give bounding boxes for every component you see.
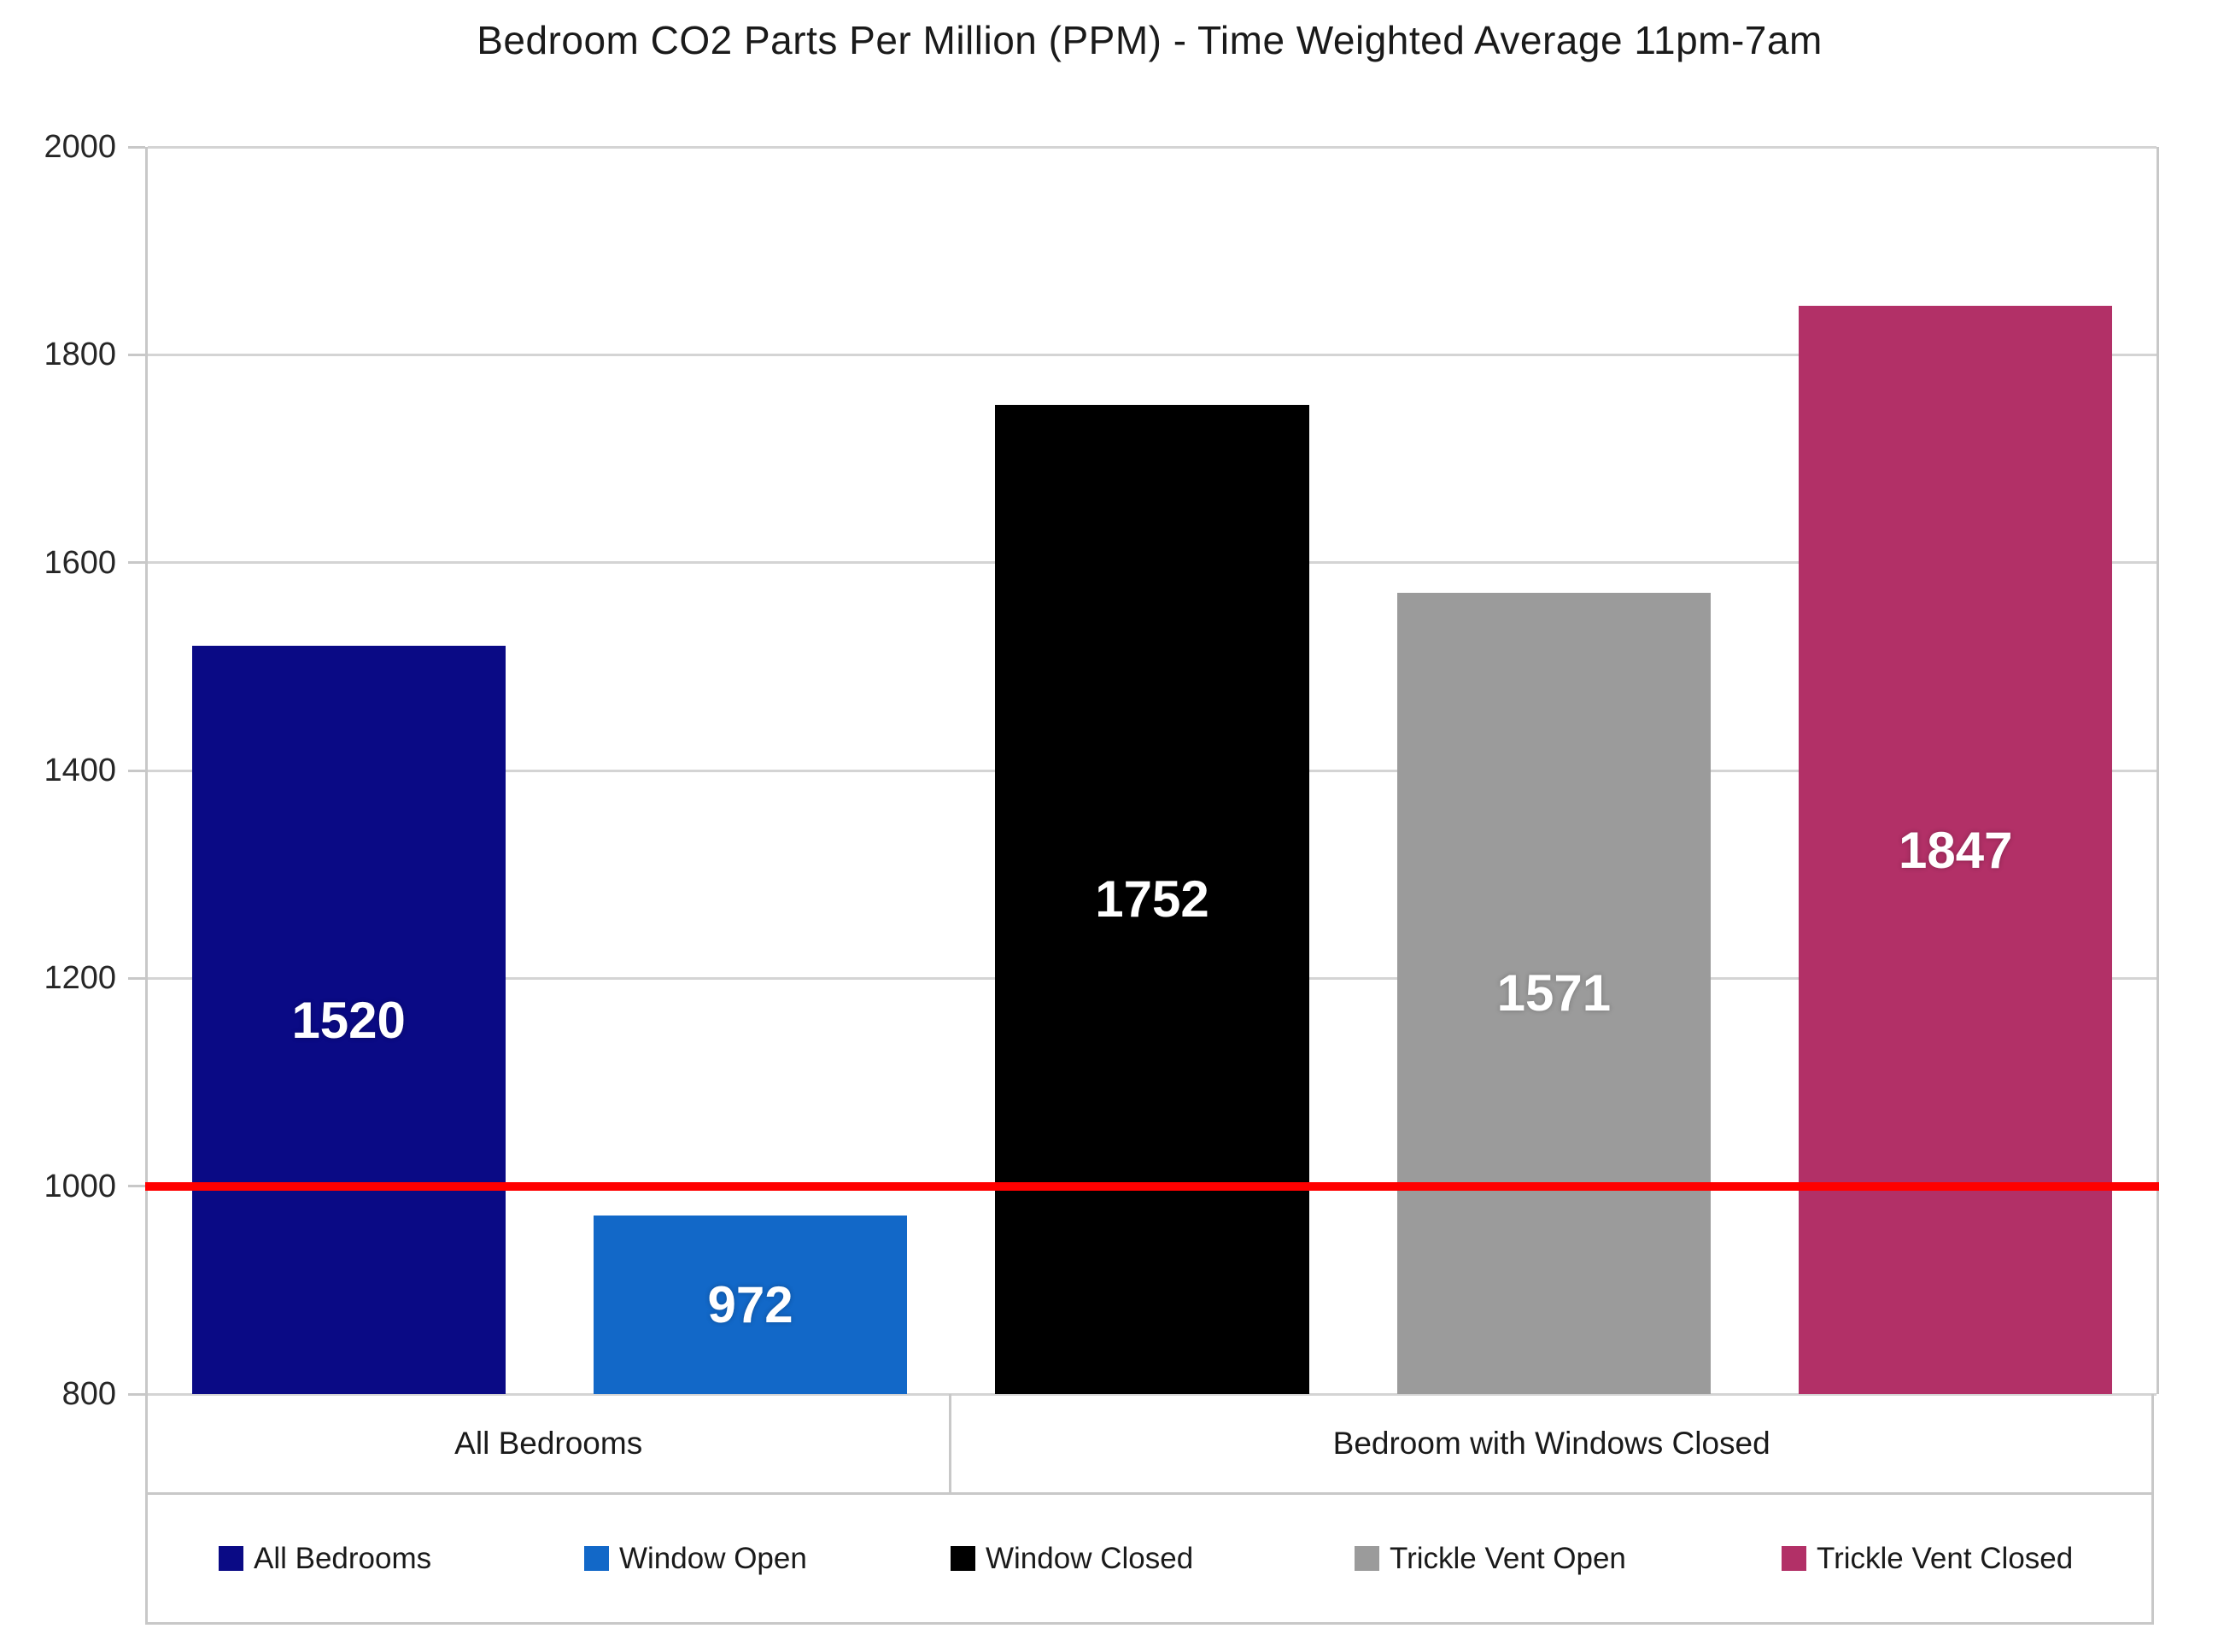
legend-swatch-icon [951,1546,975,1571]
category-group-all-bedrooms: All Bedrooms [148,1394,949,1492]
y-tick-label-1600: 1600 [44,544,116,581]
y-tick-mark-1400 [128,769,145,772]
legend-swatch-icon [1355,1546,1379,1571]
y-tick-mark-800 [128,1392,145,1396]
y-axis: 800 1000 1200 1400 1600 1800 2000 [0,131,145,1410]
y-tick-label-2000: 2000 [44,129,116,165]
y-tick-label-800: 800 [61,1376,116,1412]
bar-window-closed: 1752 [995,404,1309,1394]
category-axis-band: All Bedrooms Bedroom with Windows Closed [145,1394,2154,1495]
y-tick-mark-1800 [128,353,145,356]
y-tick-label-1200: 1200 [44,960,116,997]
bar-window-open: 972 [594,1215,908,1394]
bar-value-label: 1571 [1496,964,1612,1022]
legend-label: Trickle Vent Closed [1817,1541,2074,1575]
bar-value-label: 1520 [291,991,406,1049]
chart-title: Bedroom CO2 Parts Per Million (PPM) - Ti… [477,18,1823,62]
legend-swatch-icon [1782,1546,1806,1571]
gridline-800 [148,1392,2157,1396]
legend-swatch-icon [584,1546,609,1571]
gridline-1800 [148,353,2157,356]
category-group-label: All Bedrooms [454,1425,643,1461]
bar-value-label: 1752 [1095,870,1209,929]
legend-item-trickle-vent-open: Trickle Vent Open [1355,1495,1626,1622]
y-tick-mark-1200 [128,976,145,980]
bar-trickle-vent-closed: 1847 [1799,306,2113,1394]
legend-swatch-icon [219,1546,243,1571]
plot-area: 1520 972 1752 1571 1847 [145,145,2159,1396]
category-group-bedroom-with-windows-closed: Bedroom with Windows Closed [949,1394,2151,1492]
y-tick-mark-1000 [128,1185,145,1188]
legend-item-window-open: Window Open [584,1495,807,1622]
legend-item-window-closed: Window Closed [951,1495,1193,1622]
legend-item-trickle-vent-closed: Trickle Vent Closed [1782,1495,2073,1622]
legend-label: Window Closed [986,1541,1194,1575]
gridline-2000 [148,145,2157,149]
legend: All Bedrooms Window Open Window Closed Tric… [145,1495,2154,1625]
bar-value-label: 972 [707,1275,793,1333]
y-tick-label-1800: 1800 [44,337,116,373]
bar-trickle-vent-open: 1571 [1396,592,1711,1394]
legend-label: Trickle Vent Open [1390,1541,1626,1575]
y-tick-label-1000: 1000 [44,1168,116,1204]
y-tick-mark-2000 [128,145,145,149]
bar-value-label: 1847 [1899,821,2013,879]
y-tick-mark-1600 [128,561,145,565]
legend-item-all-bedrooms: All Bedrooms [219,1495,431,1622]
legend-label: Window Open [619,1541,807,1575]
y-tick-label-1400: 1400 [44,753,116,788]
bar-all-bedrooms: 1520 [191,646,506,1394]
reference-line-1000ppm [145,1181,2159,1191]
legend-label: All Bedrooms [254,1541,432,1575]
category-group-label: Bedroom with Windows Closed [1332,1425,1770,1461]
